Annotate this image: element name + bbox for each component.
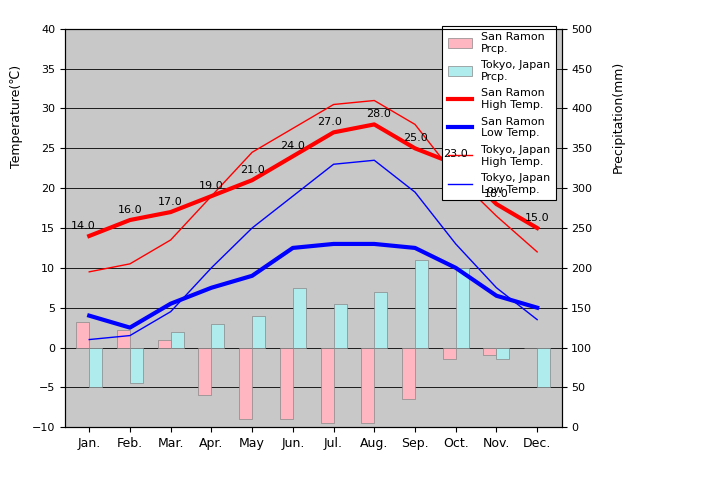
San Ramon
High Temp. xyxy=(85,233,94,239)
Line: San Ramon
High Temp.: San Ramon High Temp. xyxy=(89,124,537,236)
Bar xyxy=(212,324,225,348)
San Ramon
Low Temp. xyxy=(289,245,297,251)
Bar xyxy=(537,348,550,387)
Tokyo, Japan
Low Temp. xyxy=(85,336,94,342)
Text: 17.0: 17.0 xyxy=(158,197,183,207)
Bar xyxy=(456,268,469,348)
Bar xyxy=(483,348,497,356)
Bar xyxy=(293,288,306,348)
Bar xyxy=(415,260,428,348)
Tokyo, Japan
High Temp. xyxy=(410,121,419,127)
Tokyo, Japan
High Temp. xyxy=(248,149,256,155)
Bar xyxy=(374,292,387,348)
Bar xyxy=(497,348,510,360)
Tokyo, Japan
High Temp. xyxy=(492,213,501,219)
Bar xyxy=(443,348,456,360)
Tokyo, Japan
Low Temp. xyxy=(533,317,541,323)
Tokyo, Japan
High Temp. xyxy=(451,173,460,179)
Text: 16.0: 16.0 xyxy=(117,205,143,215)
Text: 27.0: 27.0 xyxy=(317,117,342,127)
Tokyo, Japan
Low Temp. xyxy=(125,333,134,338)
San Ramon
High Temp. xyxy=(207,193,216,199)
San Ramon
Low Temp. xyxy=(248,273,256,279)
Text: 14.0: 14.0 xyxy=(71,221,96,231)
Tokyo, Japan
Low Temp. xyxy=(492,285,501,290)
Bar xyxy=(171,332,184,348)
San Ramon
Low Temp. xyxy=(166,301,175,307)
San Ramon
Low Temp. xyxy=(492,293,501,299)
Text: 28.0: 28.0 xyxy=(366,109,391,119)
Text: 19.0: 19.0 xyxy=(199,181,224,191)
San Ramon
High Temp. xyxy=(125,217,134,223)
Line: Tokyo, Japan
High Temp.: Tokyo, Japan High Temp. xyxy=(89,100,537,272)
San Ramon
High Temp. xyxy=(166,209,175,215)
San Ramon
Low Temp. xyxy=(533,305,541,311)
Text: 15.0: 15.0 xyxy=(525,213,549,223)
San Ramon
Low Temp. xyxy=(329,241,338,247)
Line: San Ramon
Low Temp.: San Ramon Low Temp. xyxy=(89,244,537,327)
Bar xyxy=(280,348,293,419)
Tokyo, Japan
High Temp. xyxy=(85,269,94,275)
Bar xyxy=(158,339,171,348)
San Ramon
Low Temp. xyxy=(451,265,460,271)
Text: 25.0: 25.0 xyxy=(402,133,428,143)
Tokyo, Japan
Low Temp. xyxy=(370,157,379,163)
Tokyo, Japan
Low Temp. xyxy=(410,189,419,195)
Bar xyxy=(361,348,374,423)
Bar xyxy=(239,348,252,419)
Tokyo, Japan
High Temp. xyxy=(125,261,134,267)
San Ramon
High Temp. xyxy=(289,154,297,159)
Bar xyxy=(333,304,346,348)
Tokyo, Japan
Low Temp. xyxy=(451,241,460,247)
Text: 23.0: 23.0 xyxy=(444,149,468,159)
Bar xyxy=(199,348,212,396)
San Ramon
High Temp. xyxy=(329,130,338,135)
Tokyo, Japan
High Temp. xyxy=(289,125,297,131)
Text: 24.0: 24.0 xyxy=(280,141,305,151)
Tokyo, Japan
High Temp. xyxy=(533,249,541,255)
San Ramon
High Temp. xyxy=(370,121,379,127)
Bar xyxy=(130,348,143,384)
Legend: San Ramon
Prcp., Tokyo, Japan
Prcp., San Ramon
High Temp., San Ramon
Low Temp., : San Ramon Prcp., Tokyo, Japan Prcp., San… xyxy=(442,26,556,201)
Tokyo, Japan
High Temp. xyxy=(370,97,379,103)
Bar xyxy=(89,348,102,387)
San Ramon
Low Temp. xyxy=(125,324,134,330)
Bar xyxy=(76,322,89,348)
Y-axis label: Precipitation(mm): Precipitation(mm) xyxy=(611,60,624,173)
San Ramon
High Temp. xyxy=(248,177,256,183)
Tokyo, Japan
Low Temp. xyxy=(329,161,338,167)
Bar xyxy=(252,316,265,348)
Tokyo, Japan
Low Temp. xyxy=(289,193,297,199)
San Ramon
Low Temp. xyxy=(410,245,419,251)
Bar xyxy=(117,330,130,348)
Tokyo, Japan
Low Temp. xyxy=(166,309,175,314)
Text: 18.0: 18.0 xyxy=(484,189,509,199)
Tokyo, Japan
High Temp. xyxy=(329,102,338,108)
San Ramon
High Temp. xyxy=(410,145,419,151)
Tokyo, Japan
Low Temp. xyxy=(248,225,256,231)
Tokyo, Japan
High Temp. xyxy=(166,237,175,243)
San Ramon
High Temp. xyxy=(451,161,460,167)
Tokyo, Japan
High Temp. xyxy=(207,193,216,199)
San Ramon
High Temp. xyxy=(533,225,541,231)
Tokyo, Japan
Low Temp. xyxy=(207,265,216,271)
Y-axis label: Temperature(℃): Temperature(℃) xyxy=(9,65,22,168)
Bar xyxy=(320,348,333,423)
Line: Tokyo, Japan
Low Temp.: Tokyo, Japan Low Temp. xyxy=(89,160,537,339)
San Ramon
Low Temp. xyxy=(370,241,379,247)
San Ramon
High Temp. xyxy=(492,201,501,207)
San Ramon
Low Temp. xyxy=(207,285,216,290)
Text: 21.0: 21.0 xyxy=(240,165,264,175)
Bar xyxy=(402,348,415,399)
San Ramon
Low Temp. xyxy=(85,313,94,319)
